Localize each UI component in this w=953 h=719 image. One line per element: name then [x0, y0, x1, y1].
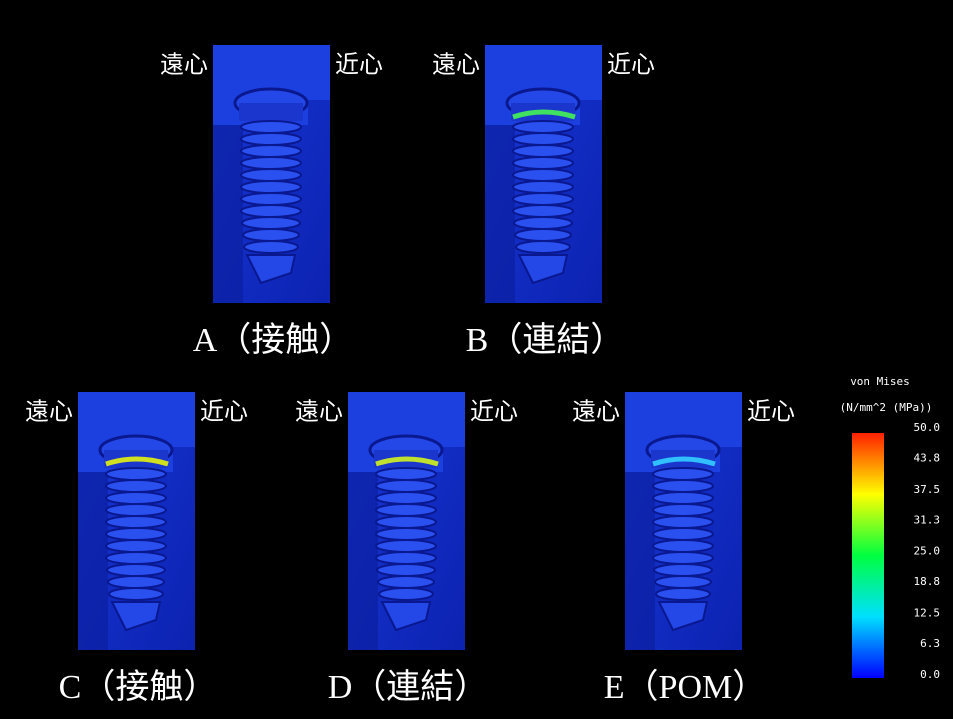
colorbar-title: von Mises: [850, 375, 910, 388]
panel-caption: C（接触）: [59, 668, 218, 706]
panel-caption: A（接触）: [193, 321, 354, 359]
side-label: 近心: [607, 52, 655, 79]
side-label: 近心: [335, 52, 383, 79]
implant-image: [485, 45, 602, 303]
side-label: 遠心: [572, 399, 620, 426]
colorbar: von Mises (N/mm^2 (MPa)) 50.0 43.8 37.5 31.…: [840, 375, 940, 681]
panel-caption: B（連結）: [466, 321, 625, 359]
side-label: 近心: [200, 399, 248, 426]
implant-image: [348, 392, 465, 650]
colorbar-gradient: [852, 433, 884, 678]
figure: 遠心近心A（接触）遠心近心B（連結）遠心近心C（接触）遠心近心D（連結）遠心近心…: [0, 0, 953, 719]
tick-label: 18.8: [914, 575, 941, 588]
side-label: 遠心: [25, 399, 73, 426]
panel: 遠心 近心 B（連結）: [432, 45, 655, 359]
side-label: 近心: [470, 399, 518, 426]
tick-label: 43.8: [914, 452, 941, 465]
tick-label: 31.3: [914, 513, 941, 526]
tick-label: 50.0: [914, 421, 941, 434]
tick-label: 37.5: [914, 483, 941, 496]
side-label: 遠心: [432, 52, 480, 79]
panel: 遠心 近心 A（接触）: [160, 45, 383, 359]
tick-label: 0.0: [920, 668, 940, 681]
panel-caption: D（連結）: [328, 668, 489, 706]
tick-label: 12.5: [914, 606, 941, 619]
panel: 遠心 近心 D（連結）: [295, 392, 518, 706]
side-label: 遠心: [295, 399, 343, 426]
tick-label: 25.0: [914, 545, 941, 558]
panels: 遠心近心A（接触）遠心近心B（連結）遠心近心C（接触）遠心近心D（連結）遠心近心…: [25, 45, 795, 706]
side-label: 近心: [747, 399, 795, 426]
panel: 遠心 近心 E（POM）: [572, 392, 795, 706]
panel-caption: E（POM）: [604, 668, 766, 706]
tick-label: 6.3: [920, 637, 940, 650]
colorbar-unit: (N/mm^2 (MPa)): [840, 401, 933, 414]
implant-image: [213, 45, 330, 303]
panel: 遠心 近心 C（接触）: [25, 392, 248, 706]
side-label: 遠心: [160, 52, 208, 79]
implant-image: [625, 392, 742, 650]
implant-image: [78, 392, 195, 650]
